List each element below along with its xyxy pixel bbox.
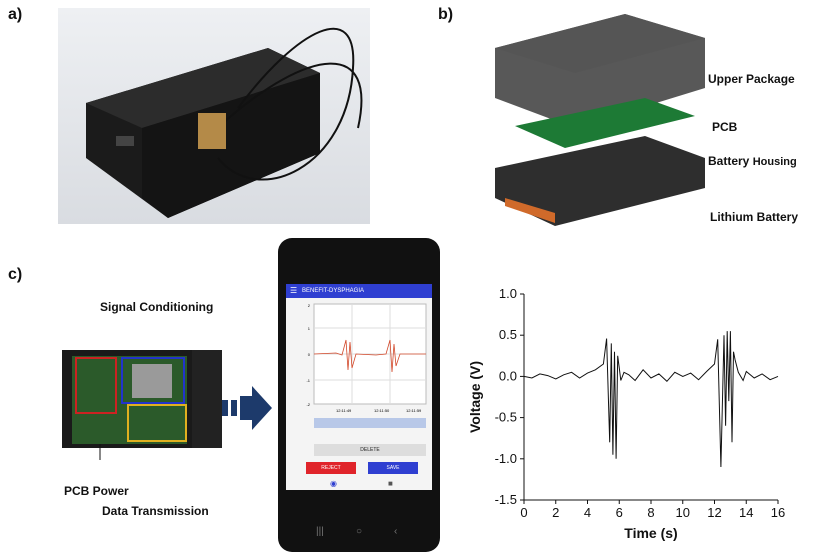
label-pcb-power: PCB Power: [64, 484, 129, 498]
x-tick-label: 16: [771, 505, 785, 520]
x-tick-label: 12: [707, 505, 721, 520]
label-pcb: PCB: [712, 120, 738, 134]
usb-port: [116, 136, 134, 146]
label-housing: Housing: [752, 156, 797, 168]
mini-tick: -1: [306, 378, 310, 383]
pcb-photo: [62, 350, 222, 460]
battery: [505, 198, 555, 223]
app-bar: ☰ BENEFIT-DYSPHAGIA: [286, 284, 432, 298]
y-tick-label: 0.5: [499, 327, 517, 342]
label-battery: Battery: [708, 154, 750, 168]
phone: ☰ BENEFIT-DYSPHAGIA 2 1 0 -1 -2 12:11:49…: [278, 238, 440, 552]
label-signal-conditioning: Signal Conditioning: [100, 300, 214, 314]
mini-tick: 1: [308, 326, 311, 331]
mini-tick: -2: [306, 402, 310, 407]
y-tick-label: -1.5: [495, 492, 517, 507]
x-tick-label: 8: [647, 505, 654, 520]
save-button[interactable]: SAVE: [368, 462, 418, 474]
x-tick-label: 0: [520, 505, 527, 520]
mini-tick: 0: [308, 352, 311, 357]
mini-tick: 2: [308, 303, 311, 308]
x-tick-label: 2: [552, 505, 559, 520]
x-tick-label: 10: [676, 505, 690, 520]
x-tick-label: 14: [739, 505, 753, 520]
nav-back-icon[interactable]: ‹: [394, 526, 398, 537]
app-title: BENEFIT-DYSPHAGIA: [302, 288, 365, 294]
pcb-board: [515, 98, 695, 148]
exploded-view: [475, 8, 715, 230]
reject-button[interactable]: REJECT: [306, 462, 356, 474]
y-tick-label: -0.5: [495, 410, 517, 425]
time-label: 12:11:50: [374, 408, 390, 413]
voltage-chart: 1.0 0.5 0.0 -0.5 -1.0 -1.5 0 2 4 6 8 10 12 14 16 Time…: [467, 286, 785, 541]
panel-label-c: c): [8, 266, 23, 283]
label-data-transmission: Data Transmission: [102, 504, 209, 518]
device-photo: [58, 8, 370, 224]
x-axis-label: Time (s): [624, 525, 677, 541]
x-tick-label: 6: [616, 505, 623, 520]
time-label: 12:11:49: [336, 408, 352, 413]
exploded-illustration: [495, 14, 705, 226]
right-arrow-icon: [222, 386, 272, 430]
pcb-illustration: [62, 350, 222, 460]
sensor-flex: [198, 113, 226, 149]
y-tick-label: -1.0: [495, 451, 517, 466]
nav-home-icon[interactable]: ○: [356, 526, 363, 537]
time-label: 12:11:59: [406, 408, 422, 413]
panel-label-a: a): [8, 6, 23, 23]
lock-icon[interactable]: ■: [388, 479, 393, 488]
phone-screen: ☰ BENEFIT-DYSPHAGIA 2 1 0 -1 -2 12:11:49…: [286, 284, 432, 490]
menu-icon[interactable]: ☰: [290, 286, 298, 295]
panel-label-b: b): [438, 6, 454, 23]
y-tick-label: 1.0: [499, 286, 517, 301]
nav-recent-icon[interactable]: |||: [316, 526, 324, 537]
device-illustration: [86, 27, 363, 218]
x-tick-label: 4: [584, 505, 591, 520]
delete-button[interactable]: DELETE: [314, 444, 426, 456]
label-battery-housing: Battery Housing: [708, 154, 797, 168]
label-upper-package: Upper Package: [708, 72, 795, 86]
scroll-bar[interactable]: [314, 418, 426, 428]
label-lithium-battery: Lithium Battery: [710, 210, 799, 224]
y-tick-label: 0.0: [499, 368, 517, 383]
y-axis-label: Voltage (V): [467, 361, 483, 433]
app-signal-plot: 2 1 0 -1 -2 12:11:49 12:11:50 12:11:59: [306, 303, 427, 428]
home-icon[interactable]: ◉: [330, 479, 337, 488]
series-line: [523, 331, 779, 468]
